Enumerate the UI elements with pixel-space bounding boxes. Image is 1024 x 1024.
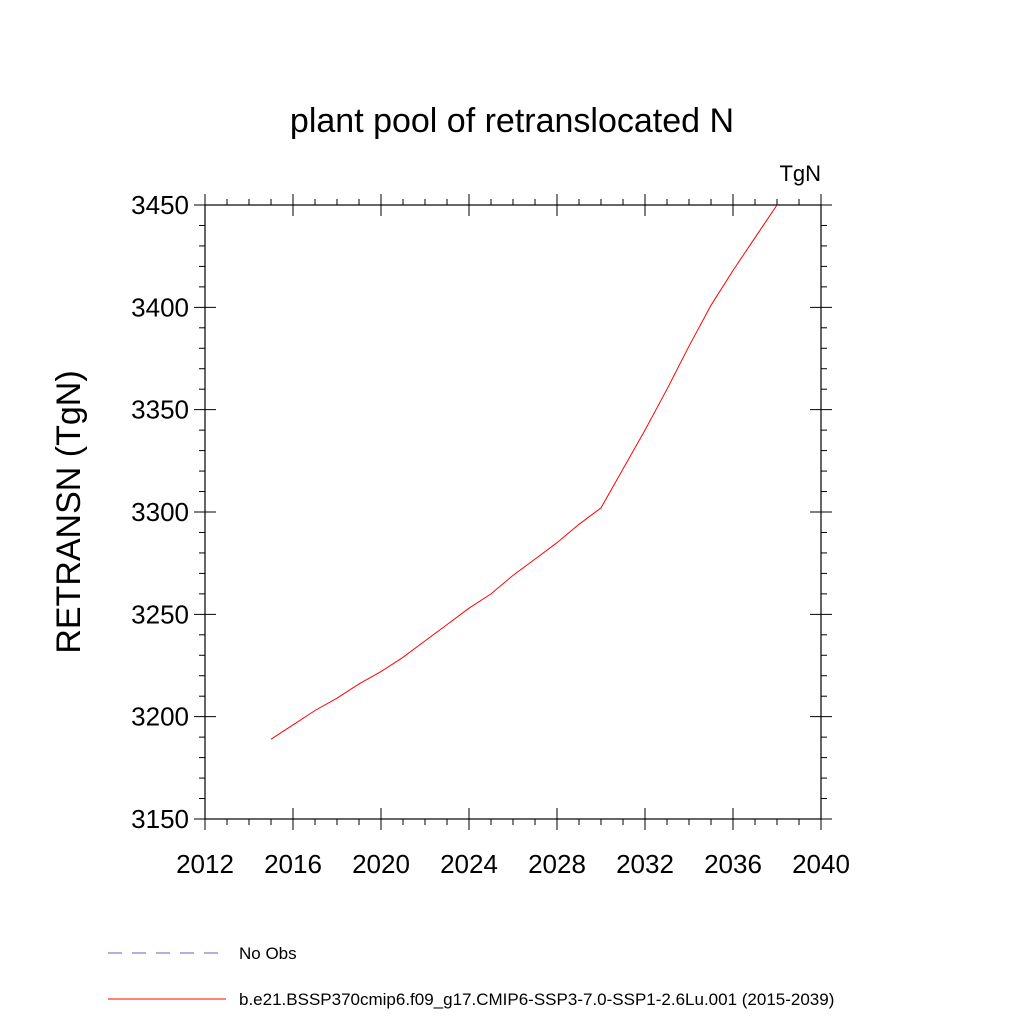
- y-axis-label: RETRANSN (TgN): [50, 370, 88, 653]
- y-tick-label: 3450: [131, 190, 189, 220]
- x-tick-label: 2020: [352, 849, 410, 879]
- x-tick-label: 2016: [264, 849, 322, 879]
- plot-frame: [204, 204, 822, 820]
- y-tick-label: 3350: [131, 395, 189, 425]
- x-tick-label: 2040: [792, 849, 850, 879]
- plot-area: 3150 3200 3250 3300 3350 3400 3450 2012 2016 2020…: [131, 190, 850, 879]
- x-tick-label: 2036: [704, 849, 762, 879]
- units-label: TgN: [779, 161, 821, 186]
- chart-title: plant pool of retranslocated N: [290, 102, 734, 140]
- legend-label: b.e21.BSSP370cmip6.f09_g17.CMIP6-SSP3-7.…: [239, 990, 834, 1009]
- legend: No Obs b.e21.BSSP370cmip6.f09_g17.CMIP6-S…: [108, 944, 834, 1009]
- legend-label: No Obs: [239, 944, 297, 963]
- y-tick-label: 3200: [131, 702, 189, 732]
- x-tick-label: 2028: [528, 849, 586, 879]
- y-tick-label: 3300: [131, 497, 189, 527]
- y-tick-label: 3400: [131, 292, 189, 322]
- series-line: [270, 205, 778, 740]
- y-tick-label: 3250: [131, 599, 189, 629]
- x-tick-label: 2012: [176, 849, 234, 879]
- y-tick-label: 3150: [131, 804, 189, 834]
- x-tick-label: 2024: [440, 849, 498, 879]
- x-tick-label: 2032: [616, 849, 674, 879]
